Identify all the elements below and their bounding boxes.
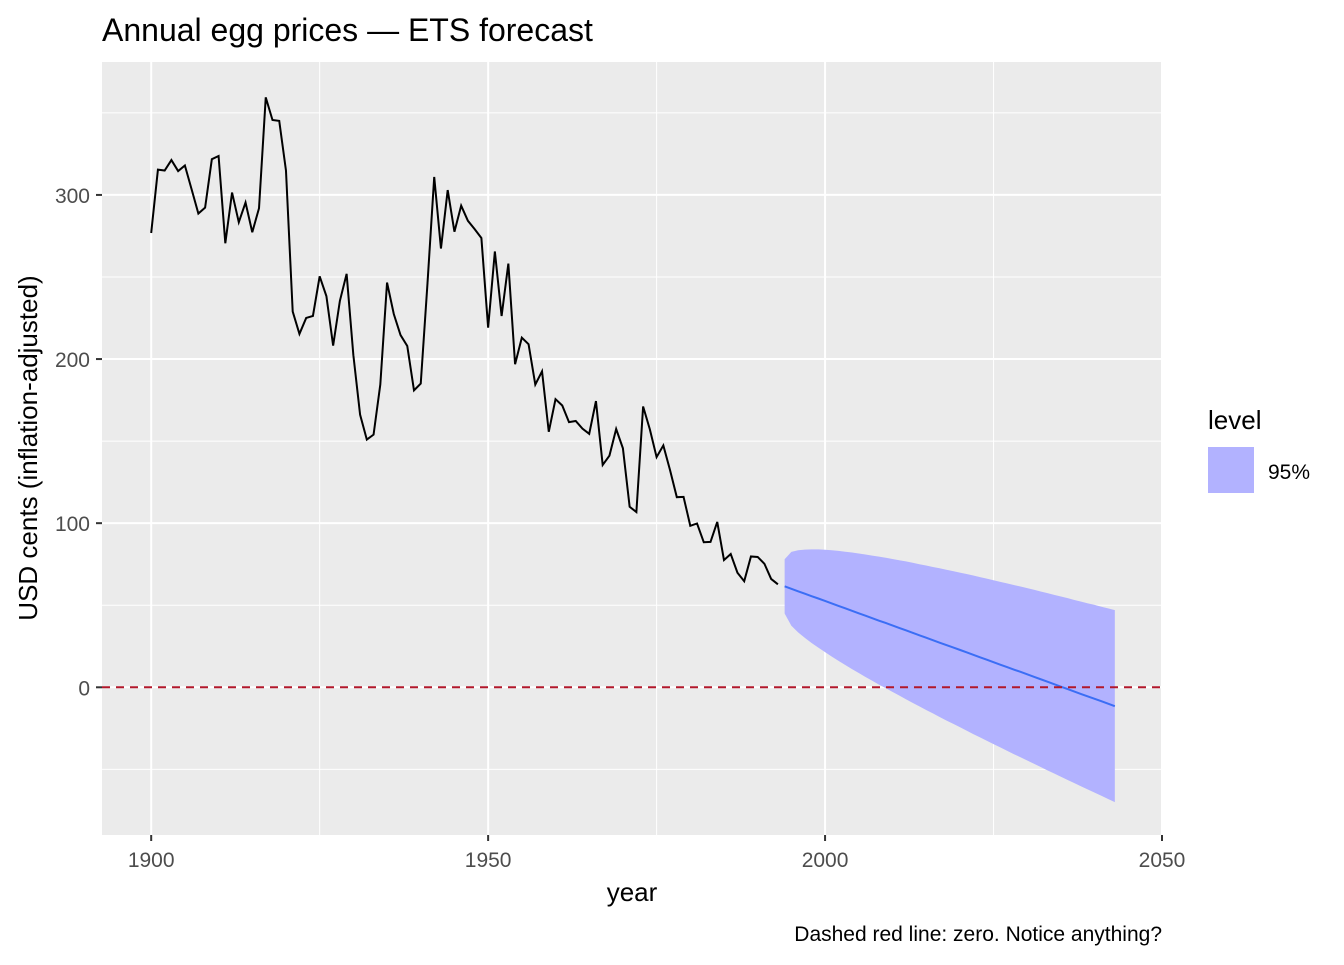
series-layer — [102, 97, 1162, 708]
y-tick-label: 200 — [55, 349, 90, 372]
axes: 1900 1950 2000 2050 0 100 200 300 — [55, 185, 1185, 872]
legend-title: level — [1208, 405, 1261, 435]
x-axis-label: year — [607, 877, 658, 907]
chart-caption: Dashed red line: zero. Notice anything? — [794, 923, 1162, 946]
history-line — [150, 97, 779, 586]
y-tick-label: 0 — [78, 677, 90, 700]
forecast-95-interval — [784, 549, 1115, 803]
y-axis-label: USD cents (inflation-adjusted) — [13, 275, 43, 620]
forecast-interval-layer — [784, 549, 1115, 803]
forecast-mean-line — [784, 585, 1116, 708]
x-tick-label: 1900 — [128, 849, 175, 872]
x-tick-label: 2050 — [1139, 849, 1186, 872]
y-tick-label: 100 — [55, 513, 90, 536]
legend-label-95: 95% — [1268, 461, 1310, 484]
y-tick-label: 300 — [55, 185, 90, 208]
legend: level 95% — [1208, 405, 1310, 493]
x-tick-label: 1950 — [465, 849, 512, 872]
chart-title: Annual egg prices — ETS forecast — [102, 12, 593, 48]
x-tick-label: 2000 — [802, 849, 849, 872]
legend-key-95 — [1208, 447, 1254, 493]
grid-lines — [102, 62, 1163, 835]
